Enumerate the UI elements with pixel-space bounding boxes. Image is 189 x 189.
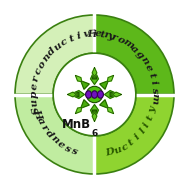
Text: n: n xyxy=(49,134,60,146)
Text: S: S xyxy=(31,105,41,115)
Text: d: d xyxy=(43,129,55,140)
Polygon shape xyxy=(67,92,76,97)
Text: r: r xyxy=(31,75,41,83)
Polygon shape xyxy=(92,67,97,76)
Text: y: y xyxy=(148,106,158,114)
Polygon shape xyxy=(81,81,89,89)
Polygon shape xyxy=(113,92,122,97)
Polygon shape xyxy=(110,92,117,97)
Text: 6: 6 xyxy=(91,129,98,138)
Text: r: r xyxy=(110,32,118,43)
Text: i: i xyxy=(133,133,142,142)
Polygon shape xyxy=(91,70,98,84)
Polygon shape xyxy=(92,110,97,117)
Polygon shape xyxy=(91,105,98,119)
Polygon shape xyxy=(100,100,108,108)
Text: s: s xyxy=(150,87,160,94)
Text: i: i xyxy=(142,121,152,129)
Text: s: s xyxy=(71,146,79,157)
Text: c: c xyxy=(120,141,130,152)
Text: r: r xyxy=(103,30,110,40)
Polygon shape xyxy=(92,72,97,79)
Text: o: o xyxy=(116,35,126,46)
Polygon shape xyxy=(100,81,108,89)
Text: u: u xyxy=(30,98,40,107)
Text: c: c xyxy=(33,67,44,76)
Text: MnB: MnB xyxy=(61,118,91,131)
Text: i: i xyxy=(92,30,97,39)
Polygon shape xyxy=(75,75,82,82)
Text: p: p xyxy=(30,91,39,98)
Text: m: m xyxy=(150,93,160,104)
Text: c: c xyxy=(59,37,69,48)
Text: e: e xyxy=(56,139,66,150)
Text: n: n xyxy=(139,55,151,67)
Wedge shape xyxy=(15,94,94,174)
Polygon shape xyxy=(72,92,79,97)
Text: u: u xyxy=(112,145,123,156)
Text: o: o xyxy=(36,59,48,70)
Ellipse shape xyxy=(98,91,103,98)
Ellipse shape xyxy=(86,91,91,98)
Text: t: t xyxy=(147,71,157,79)
Text: n: n xyxy=(41,52,52,64)
Text: d: d xyxy=(46,46,57,57)
Text: F: F xyxy=(87,29,94,39)
Circle shape xyxy=(53,53,136,136)
Text: e: e xyxy=(95,29,102,39)
Polygon shape xyxy=(75,107,82,114)
Text: l: l xyxy=(138,127,147,136)
Text: a: a xyxy=(129,43,140,55)
Text: t: t xyxy=(127,137,136,147)
Text: t: t xyxy=(67,34,75,44)
Text: r: r xyxy=(39,123,50,133)
Text: s: s xyxy=(63,143,72,154)
Circle shape xyxy=(86,86,103,103)
Text: g: g xyxy=(134,49,146,60)
Polygon shape xyxy=(107,107,114,114)
Text: a: a xyxy=(35,116,46,126)
Text: e: e xyxy=(30,83,40,91)
Polygon shape xyxy=(105,91,119,98)
Text: i: i xyxy=(76,31,82,41)
Text: u: u xyxy=(52,41,64,52)
Text: t: t xyxy=(145,114,155,122)
Ellipse shape xyxy=(91,91,98,98)
Text: i: i xyxy=(149,80,159,86)
Text: H: H xyxy=(31,108,43,120)
Polygon shape xyxy=(92,113,97,122)
Wedge shape xyxy=(15,15,94,94)
Wedge shape xyxy=(94,94,174,174)
Polygon shape xyxy=(81,100,89,108)
Text: D: D xyxy=(105,147,116,158)
Text: v: v xyxy=(83,30,90,40)
Polygon shape xyxy=(70,91,84,98)
Text: y: y xyxy=(106,31,114,41)
Text: t: t xyxy=(99,30,105,39)
Polygon shape xyxy=(107,75,114,82)
Text: e: e xyxy=(143,63,154,73)
Wedge shape xyxy=(94,15,174,94)
Text: m: m xyxy=(121,37,135,51)
